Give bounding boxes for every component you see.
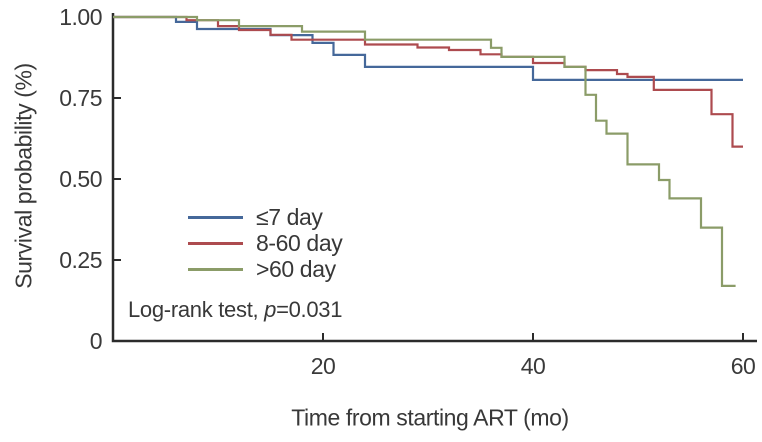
x-tick-label: 40 [521,353,546,379]
y-tick-label: 0.50 [59,166,102,192]
x-tick-label: 20 [311,353,336,379]
legend: ≤7 day 8-60 day >60 day [188,204,343,282]
y-tick-label: 1.00 [59,4,102,30]
log-rank-annotation: Log-rank test, p=0.031 [128,297,342,323]
y-tick-label: 0.25 [59,247,102,273]
log-rank-text: Log-rank test, [128,297,265,322]
curve-2 [113,15,736,287]
legend-line-gt60-swatch [188,267,243,271]
y-axis-title: Survival probability (%) [10,63,37,289]
p-symbol: p [264,297,277,322]
legend-row-gt60: >60 day [188,256,342,282]
y-tick-label: 0 [90,328,102,354]
legend-row-le7: ≤7 day [188,204,342,230]
x-axis-title: Time from starting ART (mo) [291,404,569,431]
legend-line-8-60-swatch [188,241,243,245]
legend-row-8-60: 8-60 day [188,229,343,256]
axes [111,13,757,343]
curve-1 [113,15,743,148]
legend-label-le7: ≤7 day [256,203,323,230]
legend-label-gt60: >60 day [256,255,336,282]
legend-line-le7-swatch [188,215,243,219]
legend-label-8-60: 8-60 day [256,229,343,256]
p-value: =0.031 [276,297,343,322]
x-tick-label: 60 [731,353,756,379]
y-tick-label: 0.75 [59,85,102,111]
